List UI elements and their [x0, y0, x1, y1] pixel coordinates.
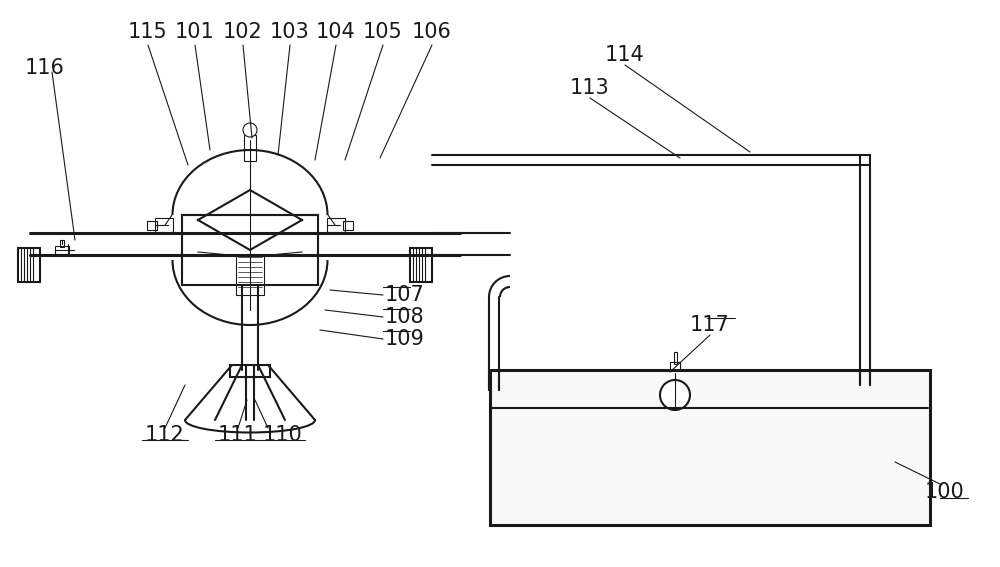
Text: 114: 114	[605, 45, 645, 65]
Text: 116: 116	[25, 58, 65, 78]
Bar	[670, 362, 680, 370]
Bar	[147, 221, 157, 230]
Bar	[182, 215, 318, 285]
Text: 110: 110	[263, 425, 303, 445]
Text: 108: 108	[385, 307, 425, 327]
Text: 112: 112	[145, 425, 185, 445]
Bar	[230, 365, 270, 377]
Text: 104: 104	[316, 22, 356, 42]
Text: 105: 105	[363, 22, 403, 42]
Bar	[490, 370, 930, 525]
Text: 106: 106	[412, 22, 452, 42]
Text: 102: 102	[223, 22, 263, 42]
Bar	[410, 248, 432, 282]
Text: 100: 100	[925, 482, 965, 502]
Circle shape	[660, 380, 690, 410]
Text: 113: 113	[570, 78, 610, 98]
Circle shape	[243, 123, 257, 137]
Text: 107: 107	[385, 285, 425, 305]
Text: 115: 115	[128, 22, 168, 42]
Text: 111: 111	[218, 425, 258, 445]
Bar	[244, 135, 256, 161]
Bar	[674, 352, 677, 364]
Text: 103: 103	[270, 22, 310, 42]
Bar	[343, 221, 353, 230]
Bar	[60, 240, 64, 247]
Bar	[327, 218, 345, 232]
Bar	[18, 248, 40, 282]
Text: 117: 117	[690, 315, 730, 335]
Text: 109: 109	[385, 329, 425, 349]
Text: 101: 101	[175, 22, 215, 42]
Bar	[236, 255, 264, 295]
Bar	[155, 218, 173, 232]
Bar	[55, 246, 69, 254]
